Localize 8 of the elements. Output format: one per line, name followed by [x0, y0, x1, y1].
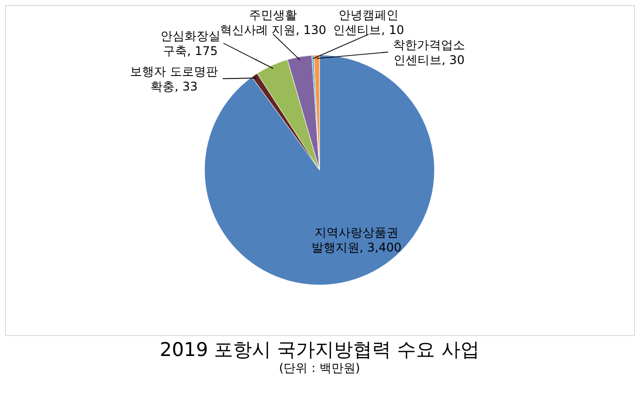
slice-label: 안심화장실 구축, 175 [160, 29, 220, 58]
slice-label: 주민생활 혁신사례 지원, 130 [220, 8, 326, 38]
slice-label: 안녕캠페인 인센티브, 10 [333, 8, 404, 38]
slice-label: 착한가격업소 인센티브, 30 [393, 38, 466, 68]
slice-label: 보행자 도로명판 확충, 33 [130, 64, 218, 94]
text: 2019 포항시 국가지방협력 수요 사업 [160, 339, 480, 361]
text: (단위 : 백만원) [278, 361, 360, 375]
slice-label: 지역사랑상품권 발행지원, 3,400 [312, 225, 402, 254]
